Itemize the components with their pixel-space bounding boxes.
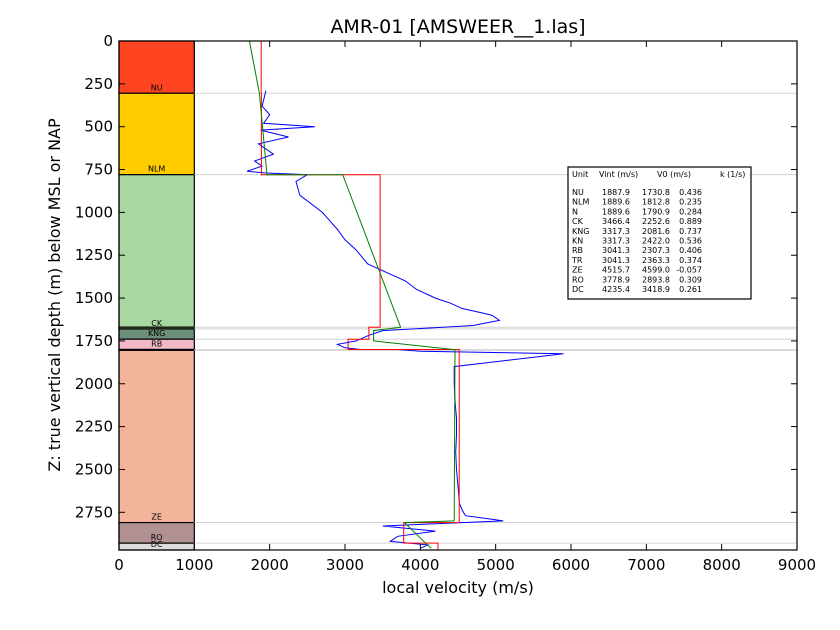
chart-title: AMR-01 [AMSWEER__1.las]	[330, 16, 585, 38]
y-tick-label: 1000	[75, 203, 113, 221]
unit-label: NLM	[148, 165, 165, 174]
y-tick-label: 2500	[75, 460, 113, 478]
y-tick-label: 1500	[75, 289, 113, 307]
table-box	[567, 166, 752, 300]
x-tick-label: 5000	[477, 556, 515, 574]
y-axis-label: Z: true vertical depth (m) below MSL or …	[45, 118, 64, 472]
table-cell: 2893.8	[642, 275, 670, 284]
x-tick-label: 1000	[175, 556, 213, 574]
plot-frame	[118, 40, 798, 551]
y-tick-label: 0	[103, 32, 113, 50]
table-header-cell: V0 (m/s)	[657, 170, 691, 179]
unit-label: RO	[151, 533, 163, 542]
x-tick-label: 2000	[251, 556, 289, 574]
table-cell: 0.737	[679, 227, 702, 236]
unit-velocity-table: Unit Vint (m/s) V0 (m/s) k (1/s) NU 1887.9 173…	[567, 166, 752, 300]
y-tick-label: 750	[84, 161, 113, 179]
table-cell: 1887.9	[602, 188, 630, 197]
table-cell: -0.057	[676, 266, 702, 275]
unit-label: ZE	[151, 513, 162, 522]
table-cell: 0.374	[679, 256, 702, 265]
table-cell: 3317.3	[602, 237, 630, 246]
series-line-0	[246, 90, 564, 549]
table-cell: DC	[572, 285, 584, 294]
table-cell: ZE	[572, 266, 583, 275]
table-cell: 3041.3	[602, 256, 630, 265]
table-cell: 1889.6	[602, 207, 630, 216]
table-cell: N	[572, 207, 578, 216]
unit-band-nlm	[118, 92, 195, 176]
x-tick-label: 0	[114, 556, 124, 574]
table-cell: 2252.6	[642, 217, 670, 226]
x-tick-label: 8000	[703, 556, 741, 574]
table-cell: 1889.6	[602, 198, 630, 207]
table-cell: 0.261	[679, 285, 702, 294]
table-cell: 4515.7	[602, 266, 630, 275]
table-cell: 2363.3	[642, 256, 670, 265]
table-cell: 0.235	[679, 198, 702, 207]
table-header-cell: k (1/s)	[720, 170, 745, 179]
unit-label: CK	[151, 319, 163, 328]
y-tick-label: 2250	[75, 418, 113, 436]
table-cell: 3466.4	[602, 217, 630, 226]
table-cell: CK	[572, 217, 584, 226]
table-cell: 0.889	[679, 217, 702, 226]
x-tick-label: 9000	[778, 556, 816, 574]
y-tick-label: 2750	[75, 503, 113, 521]
table-cell: 3778.9	[602, 275, 630, 284]
y-tick-label: 250	[84, 75, 113, 93]
x-axis-ticks: 0 1000 2000 3000 4000 5000 6000 7000 8000 9000	[114, 41, 816, 574]
x-tick-label: 3000	[326, 556, 364, 574]
x-tick-label: 4000	[401, 556, 439, 574]
unit-boundary-lines	[194, 92, 797, 551]
table-cell: 4235.4	[602, 285, 630, 294]
table-cell: 0.436	[679, 188, 702, 197]
table-cell: 0.309	[679, 275, 702, 284]
table-cell: RB	[572, 246, 583, 255]
table-cell: 2081.6	[642, 227, 670, 236]
y-tick-label: 1750	[75, 332, 113, 350]
table-cell: NU	[572, 188, 584, 197]
table-cell: NLM	[572, 198, 589, 207]
x-tick-label: 6000	[552, 556, 590, 574]
table-cell: 1790.9	[642, 207, 670, 216]
table-cell: 0.406	[679, 246, 702, 255]
y-tick-label: 500	[84, 118, 113, 136]
unit-band-n	[118, 174, 195, 328]
x-axis-label: local velocity (m/s)	[382, 578, 534, 597]
table-header-cell: Vint (m/s)	[599, 170, 638, 179]
table-cell: 0.536	[679, 237, 702, 246]
unit-label: NU	[151, 83, 163, 92]
table-cell: TR	[571, 256, 583, 265]
table-cell: 3317.3	[602, 227, 630, 236]
table-cell: KNG	[572, 227, 589, 236]
table-cell: 3418.9	[642, 285, 670, 294]
table-cell: 1812.8	[642, 198, 670, 207]
table-cell: 0.284	[679, 207, 702, 216]
unit-label: KNG	[148, 329, 165, 338]
unit-band-ze	[118, 349, 195, 524]
series-line-1	[260, 41, 460, 550]
table-cell: 2422.0	[642, 237, 670, 246]
x-tick-label: 7000	[627, 556, 665, 574]
velocity-curves	[246, 40, 564, 550]
table-cell: RO	[572, 275, 584, 284]
table-cell: 1730.8	[642, 188, 670, 197]
unit-label: RB	[151, 339, 162, 348]
y-tick-label: 1250	[75, 246, 113, 264]
table-cell: 2307.3	[642, 246, 670, 255]
table-cell: KN	[572, 237, 583, 246]
table-cell: 3041.3	[602, 246, 630, 255]
table-header-cell: Unit	[572, 170, 588, 179]
table-cell: 4599.0	[642, 266, 670, 275]
y-tick-label: 2000	[75, 375, 113, 393]
unit-band-nu	[118, 40, 195, 94]
y-axis-ticks: 0 250 500 750 1000 1250 1500 1750 2000 2250 2500 27…	[75, 32, 797, 521]
series-line-2	[248, 40, 456, 549]
unit-label: DC	[151, 540, 163, 549]
